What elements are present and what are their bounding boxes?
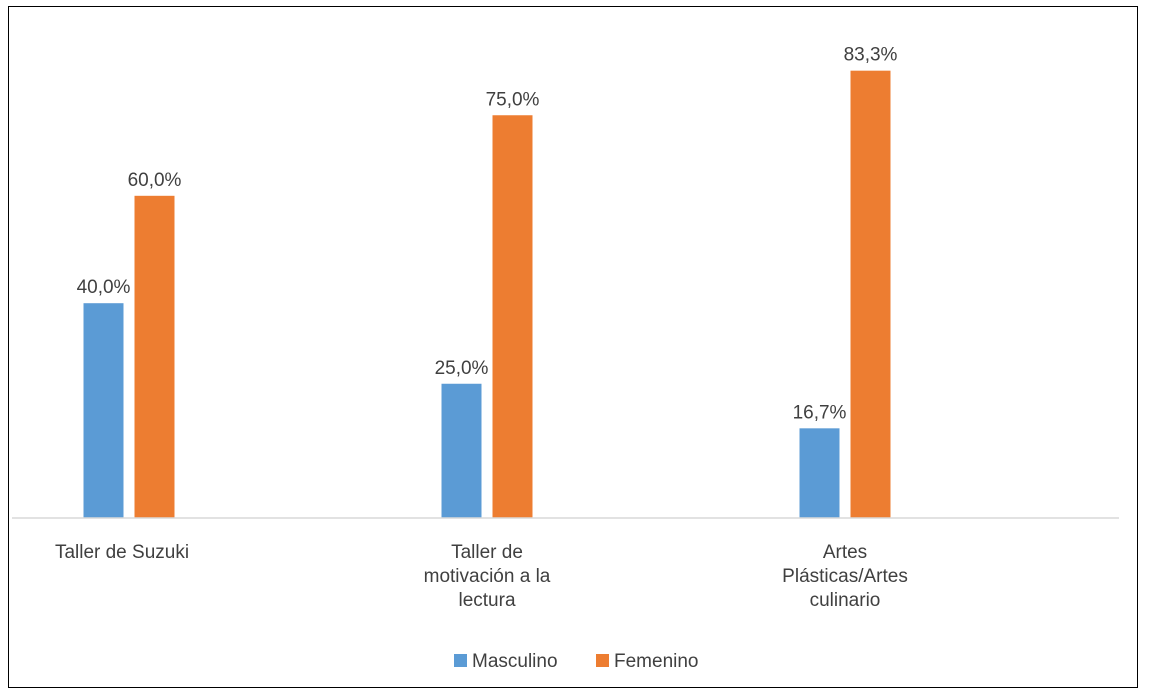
data-label-masculino-0: 40,0% [77,277,131,298]
bar-masculino-2 [799,428,840,518]
legend-label-masculino: Masculino [472,651,558,672]
data-label-masculino-1: 25,0% [435,358,489,379]
legend-swatch-femenino [596,654,609,667]
bar-masculino-0 [83,303,124,518]
category-label-0: Taller de Suzuki [55,542,189,563]
labels-layer: 40,0% 25,0% 16,7% 60,0% 75,0% 83,3% Taller de … [55,45,908,611]
bar-femenino-2 [850,70,891,518]
chart-frame [8,6,1138,688]
data-label-masculino-2: 16,7% [793,402,847,423]
bars-layer [83,70,891,519]
bar-masculino-1 [441,383,482,518]
legend-label-femenino: Femenino [614,651,699,672]
legend: Masculino Femenino [454,651,699,672]
category-label-2: Artes Plásticas/Artes culinario [782,542,908,611]
data-label-femenino-0: 60,0% [128,170,182,191]
legend-swatch-masculino [454,654,467,667]
category-label-1: Taller de motivación a la lectura [424,542,551,611]
data-label-femenino-2: 83,3% [844,45,898,66]
data-label-femenino-1: 75,0% [486,89,540,110]
bar-femenino-1 [492,115,533,518]
bar-femenino-0 [134,195,175,519]
